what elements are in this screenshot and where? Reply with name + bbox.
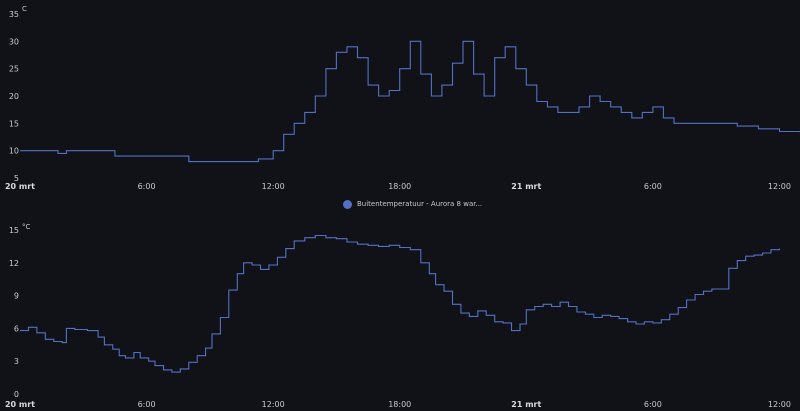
series-line[interactable] — [20, 40, 800, 163]
unit-label: °C — [22, 223, 31, 231]
temperature-chart-bottom: °C 0 3 6 9 12 15 20 mrt 6:00 12:00 18:00 21 mrt 6:00… — [5, 223, 791, 409]
x-tick-label: 6:00 — [138, 182, 156, 191]
x-tick-label: 6:00 — [644, 400, 662, 409]
x-tick-label: 12:00 — [768, 400, 791, 409]
legend-label: Buitentemperatuur - Aurora 8 war... — [357, 200, 483, 208]
y-tick-label: 10 — [9, 147, 19, 156]
temperature-chart-top: C 5 10 15 20 25 30 35 20 mrt 6:00 12:00 18:00 21 mrt… — [5, 5, 800, 191]
x-tick-label: 21 mrt — [511, 182, 541, 191]
y-tick-label: 15 — [9, 119, 19, 128]
legend[interactable]: Buitentemperatuur - Aurora 8 war... — [343, 197, 482, 211]
y-tick-label: 20 — [9, 92, 19, 101]
x-tick-label: 20 mrt — [5, 400, 35, 409]
x-tick-label: 12:00 — [768, 182, 791, 191]
unit-label: C — [22, 5, 27, 13]
x-tick-label: 18:00 — [388, 400, 411, 409]
series-line[interactable] — [20, 234, 781, 373]
x-tick-label: 12:00 — [262, 400, 285, 409]
x-tick-label: 6:00 — [138, 400, 156, 409]
legend-swatch — [343, 199, 352, 209]
y-tick-label: 3 — [14, 357, 19, 366]
y-tick-label: 35 — [9, 10, 19, 19]
x-tick-label: 20 mrt — [5, 182, 35, 191]
y-tick-label: 15 — [9, 226, 19, 235]
y-tick-label: 0 — [14, 390, 19, 399]
y-tick-label: 5 — [14, 174, 19, 183]
y-tick-label: 6 — [14, 324, 19, 333]
y-tick-label: 30 — [9, 37, 19, 46]
x-tick-label: 6:00 — [644, 182, 662, 191]
y-tick-label: 12 — [9, 259, 19, 268]
x-tick-label: 21 mrt — [511, 400, 541, 409]
y-tick-label: 25 — [9, 65, 19, 74]
x-tick-label: 18:00 — [388, 182, 411, 191]
x-tick-label: 12:00 — [262, 182, 285, 191]
y-tick-label: 9 — [14, 292, 19, 301]
